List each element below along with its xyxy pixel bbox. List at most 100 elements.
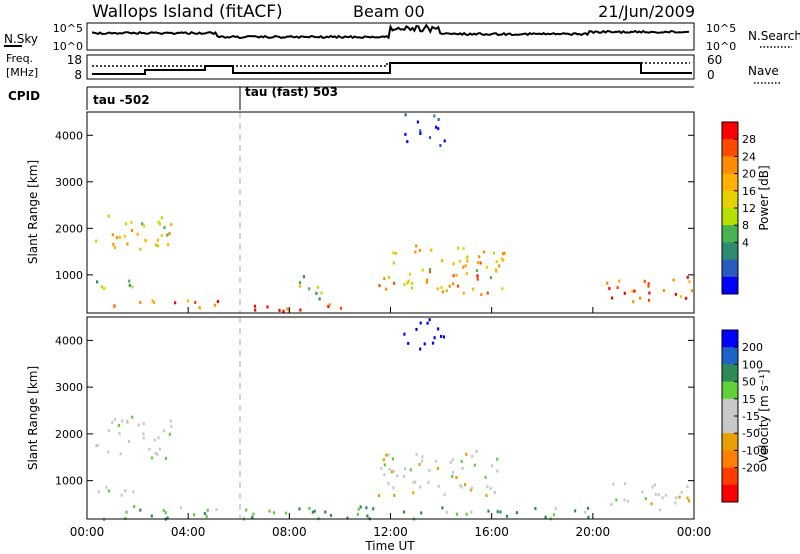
heatmap-cell [460, 485, 463, 489]
heatmap-cell [407, 341, 410, 345]
power-colorbar: Power [dB] 28 24 20 16 12 8 4 [721, 121, 771, 295]
heatmap-cell [439, 144, 442, 147]
heatmap-cell [403, 332, 406, 336]
heatmap-cell [419, 321, 422, 325]
heatmap-cell [383, 463, 386, 467]
colorbar-swatch [722, 173, 738, 192]
heatmap-cell [465, 272, 468, 276]
heatmap-cell [97, 490, 100, 494]
heatmap-cell [412, 491, 415, 495]
nave-line [92, 62, 692, 75]
freq-label-line2: [MHz] [6, 66, 38, 79]
heatmap-cell [686, 496, 689, 500]
ytick-label: 4000 [55, 334, 83, 347]
heatmap-cell [163, 226, 166, 230]
velocity-colorbar: Velocity [m s⁻¹] 200 100 50 15 -15 -50 -100 -20… [721, 329, 771, 503]
heatmap-cell [462, 291, 465, 295]
heatmap-cell [153, 438, 156, 442]
heatmap-cell [449, 460, 452, 464]
heatmap-cell [130, 221, 133, 224]
heatmap-cell [313, 509, 316, 513]
heatmap-cell [216, 300, 219, 303]
heatmap-cell [494, 268, 497, 272]
heatmap-cell [404, 113, 407, 117]
top-right-tick-high: 10^5 [706, 22, 736, 35]
heatmap-cell [121, 419, 124, 423]
power-ylabel: Slant Range [km] [26, 160, 40, 264]
power-panel-frame [86, 111, 695, 314]
heatmap-cell [478, 255, 481, 259]
heatmap-cell [650, 502, 653, 506]
heatmap-cell [125, 510, 128, 514]
freq-panel: Freq. [MHz] 18 8 60 0 Nave [6, 52, 780, 84]
ytick-label: 2000 [55, 428, 83, 441]
velocity-yaxis: 4000 3000 2000 1000 [55, 334, 694, 488]
heatmap-cell [148, 447, 151, 451]
colorbar-tick-label: 24 [742, 150, 756, 163]
heatmap-cell [443, 493, 446, 497]
heatmap-cell [118, 432, 121, 435]
top-panel-frame [86, 22, 695, 51]
xtick-label: 16:00 [474, 525, 509, 539]
heatmap-cell [404, 132, 407, 136]
ytick-label: 1000 [55, 269, 83, 282]
heatmap-cell [499, 510, 502, 514]
heatmap-cell [316, 285, 320, 289]
heatmap-cell [686, 275, 689, 279]
heatmap-cell [618, 279, 621, 283]
heatmap-cell [469, 488, 472, 492]
heatmap-cell [442, 335, 446, 339]
colorbar-swatch [722, 242, 738, 261]
heatmap-cell [458, 259, 461, 263]
heatmap-cell [150, 456, 154, 460]
heatmap-cell [496, 457, 499, 461]
heatmap-cell [616, 286, 619, 290]
heatmap-cell [480, 293, 483, 297]
heatmap-cell [133, 505, 136, 509]
heatmap-cell [658, 508, 662, 512]
heatmap-cell [327, 304, 330, 308]
heatmap-cell [286, 307, 289, 311]
heatmap-cell [492, 251, 495, 255]
heatmap-cell [445, 510, 448, 514]
heatmap-cell [366, 514, 369, 518]
heatmap-cell [403, 467, 407, 471]
heatmap-cell [470, 510, 473, 514]
heatmap-cell [168, 232, 171, 235]
heatmap-cell [251, 515, 254, 519]
heatmap-cell [479, 261, 482, 265]
velocity-ylabel: Slant Range [km] [26, 366, 40, 470]
heatmap-cell [302, 275, 305, 279]
heatmap-cell [403, 283, 406, 287]
colorbar-swatch [722, 416, 738, 434]
heatmap-cell [387, 453, 390, 457]
power-colorbar-label: Power [dB] [757, 165, 771, 230]
heatmap-cell [128, 283, 131, 287]
heatmap-cell [156, 244, 159, 248]
heatmap-cell [154, 451, 157, 455]
heatmap-cell [252, 512, 255, 516]
colorbar-tick-label: -200 [742, 462, 767, 475]
power-heatmap-cells [95, 113, 693, 313]
heatmap-cell [385, 453, 388, 457]
heatmap-cell [485, 494, 488, 497]
heatmap-cell [436, 467, 440, 470]
heatmap-cell [460, 459, 463, 463]
freq-label-line1: Freq. [6, 52, 33, 65]
colorbar-swatch [722, 156, 738, 175]
heatmap-cell [396, 474, 399, 478]
heatmap-cell [203, 512, 206, 516]
heatmap-cell [459, 484, 462, 487]
heatmap-cell [626, 499, 629, 503]
cpid-segment-2: tau (fast) 503 [245, 85, 338, 99]
heatmap-cell [687, 499, 691, 503]
colorbar-swatch [722, 381, 738, 400]
heatmap-cell [427, 481, 430, 485]
heatmap-cell [142, 436, 145, 440]
cpid-panel: CPID tau -502 tau (fast) 503 [8, 85, 694, 110]
heatmap-cell [633, 289, 636, 293]
heatmap-cell [107, 214, 110, 218]
heatmap-cell [489, 276, 492, 280]
heatmap-cell [672, 278, 675, 282]
